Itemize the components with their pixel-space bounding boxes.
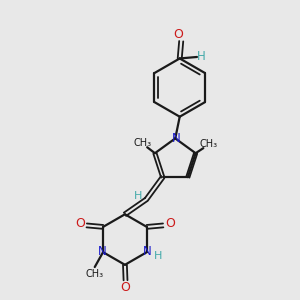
Text: H: H [197,50,206,64]
Text: CH₃: CH₃ [199,139,218,149]
Text: CH₃: CH₃ [133,138,151,148]
Text: O: O [173,28,183,40]
Text: N: N [143,245,152,258]
Text: CH₃: CH₃ [85,268,103,279]
Text: O: O [121,281,130,295]
Text: O: O [75,217,85,230]
Text: H: H [154,251,162,261]
Text: H: H [134,191,142,201]
Text: O: O [165,217,175,230]
Text: N: N [172,132,180,145]
Text: N: N [98,245,107,258]
